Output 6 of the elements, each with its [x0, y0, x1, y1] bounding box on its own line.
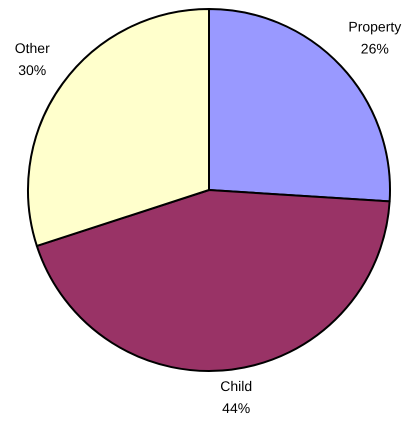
slice-label: Property	[348, 18, 402, 34]
slice-label: Child	[220, 378, 252, 394]
data-label: 26%	[360, 40, 389, 56]
slice-label: Other	[14, 40, 50, 56]
data-label: 44%	[222, 400, 250, 416]
data-label: 30%	[18, 62, 46, 78]
